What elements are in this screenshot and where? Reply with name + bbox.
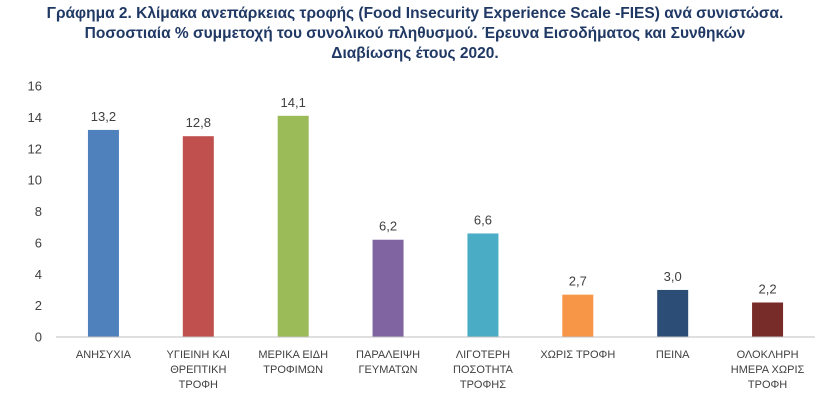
y-tick-label: 8 (35, 204, 42, 219)
chart-title-line-1: Γράφημα 2. Κλίμακα ανεπάρκειας τροφής (F… (46, 5, 784, 22)
x-tick-label: ΛΙΓΟΤΕΡΗ ΠΟΣΟΤΗΤΑ ΤΡΟΦΗΣ (453, 349, 513, 391)
x-tick-label-line: ΗΜΕΡΑ ΧΩΡΙΣ (731, 364, 805, 376)
x-tick-label: ΠΕΙΝΑ (656, 349, 690, 361)
bar (467, 233, 499, 337)
y-tick-label: 6 (35, 235, 42, 250)
x-tick-label-line: ΛΙΓΟΤΕΡΗ (456, 349, 510, 361)
x-tick-label-line: ΥΓΙΕΙΝΗ ΚΑΙ (167, 349, 231, 361)
x-tick-label: ΠΑΡΑΛΕΙΨΗ ΓΕΥΜΑΤΩΝ (356, 349, 420, 376)
bar (657, 289, 689, 337)
x-tick-label-line: ΧΩΡΙΣ ΤΡΟΦΗ (540, 349, 615, 361)
bar (87, 129, 119, 337)
bar (277, 115, 309, 338)
data-label: 13,2 (91, 109, 116, 124)
data-label: 2,7 (569, 274, 587, 289)
x-tick-label-line: ΤΡΟΦΙΜΩΝ (263, 364, 323, 376)
data-label: 3,0 (664, 269, 682, 284)
x-tick-label: ΜΕΡΙΚΑ ΕΙΔΗ ΤΡΟΦΙΜΩΝ (258, 349, 328, 376)
x-tick-label-line: ΑΝΗΣΥΧΙΑ (76, 349, 132, 361)
chart-title-line-3: Διαβίωσης έτους 2020. (331, 45, 499, 62)
data-label: 12,8 (186, 115, 211, 130)
x-tick-label-line: ΠΑΡΑΛΕΙΨΗ (356, 349, 420, 361)
bar (752, 302, 784, 337)
bar (562, 294, 594, 337)
x-tick-label-line: ΓΕΥΜΑΤΩΝ (359, 364, 418, 376)
x-tick-label-line: ΜΕΡΙΚΑ ΕΙΔΗ (258, 349, 328, 361)
bar (372, 239, 404, 337)
x-tick-label-line: ΠΟΣΟΤΗΤΑ (453, 364, 513, 376)
x-tick-label-line: ΤΡΟΦΗΣ (460, 379, 506, 391)
x-tick-label-line: ΤΡΟΦΗ (748, 379, 787, 391)
y-tick-label: 12 (28, 141, 42, 156)
y-tick-label: 2 (35, 298, 42, 313)
data-label: 6,2 (379, 219, 397, 234)
x-tick-label-line: ΤΡΟΦΗ (179, 379, 218, 391)
x-tick-label: ΑΝΗΣΥΧΙΑ (76, 349, 132, 361)
data-label: 2,2 (759, 281, 777, 296)
x-tick-label: ΥΓΙΕΙΝΗ ΚΑΙ ΘΡΕΠΤΙΚΗ ΤΡΟΦΗ (167, 349, 231, 391)
x-tick-label-line: ΘΡΕΠΤΙΚΗ (170, 364, 226, 376)
y-tick-label: 4 (35, 267, 42, 282)
data-label: 14,1 (281, 95, 306, 110)
x-tick-label: ΧΩΡΙΣ ΤΡΟΦΗ (540, 349, 615, 361)
chart-title-line-2: Ποσοστιαία % συμμετοχή του συνολικού πλη… (84, 25, 746, 42)
bar (182, 136, 214, 337)
y-tick-label: 14 (28, 110, 42, 125)
y-tick-label: 10 (28, 173, 42, 188)
chart-title: Γράφημα 2. Κλίμακα ανεπάρκειας τροφής (F… (0, 4, 830, 64)
x-tick-label-line: ΠΕΙΝΑ (656, 349, 690, 361)
x-tick-label: ΟΛΟΚΛΗΡΗ ΗΜΕΡΑ ΧΩΡΙΣ ΤΡΟΦΗ (731, 349, 805, 391)
x-tick-label-line: ΟΛΟΚΛΗΡΗ (737, 349, 799, 361)
data-label: 6,6 (474, 212, 492, 227)
y-tick-label: 0 (35, 330, 42, 345)
y-tick-label: 16 (28, 79, 42, 94)
